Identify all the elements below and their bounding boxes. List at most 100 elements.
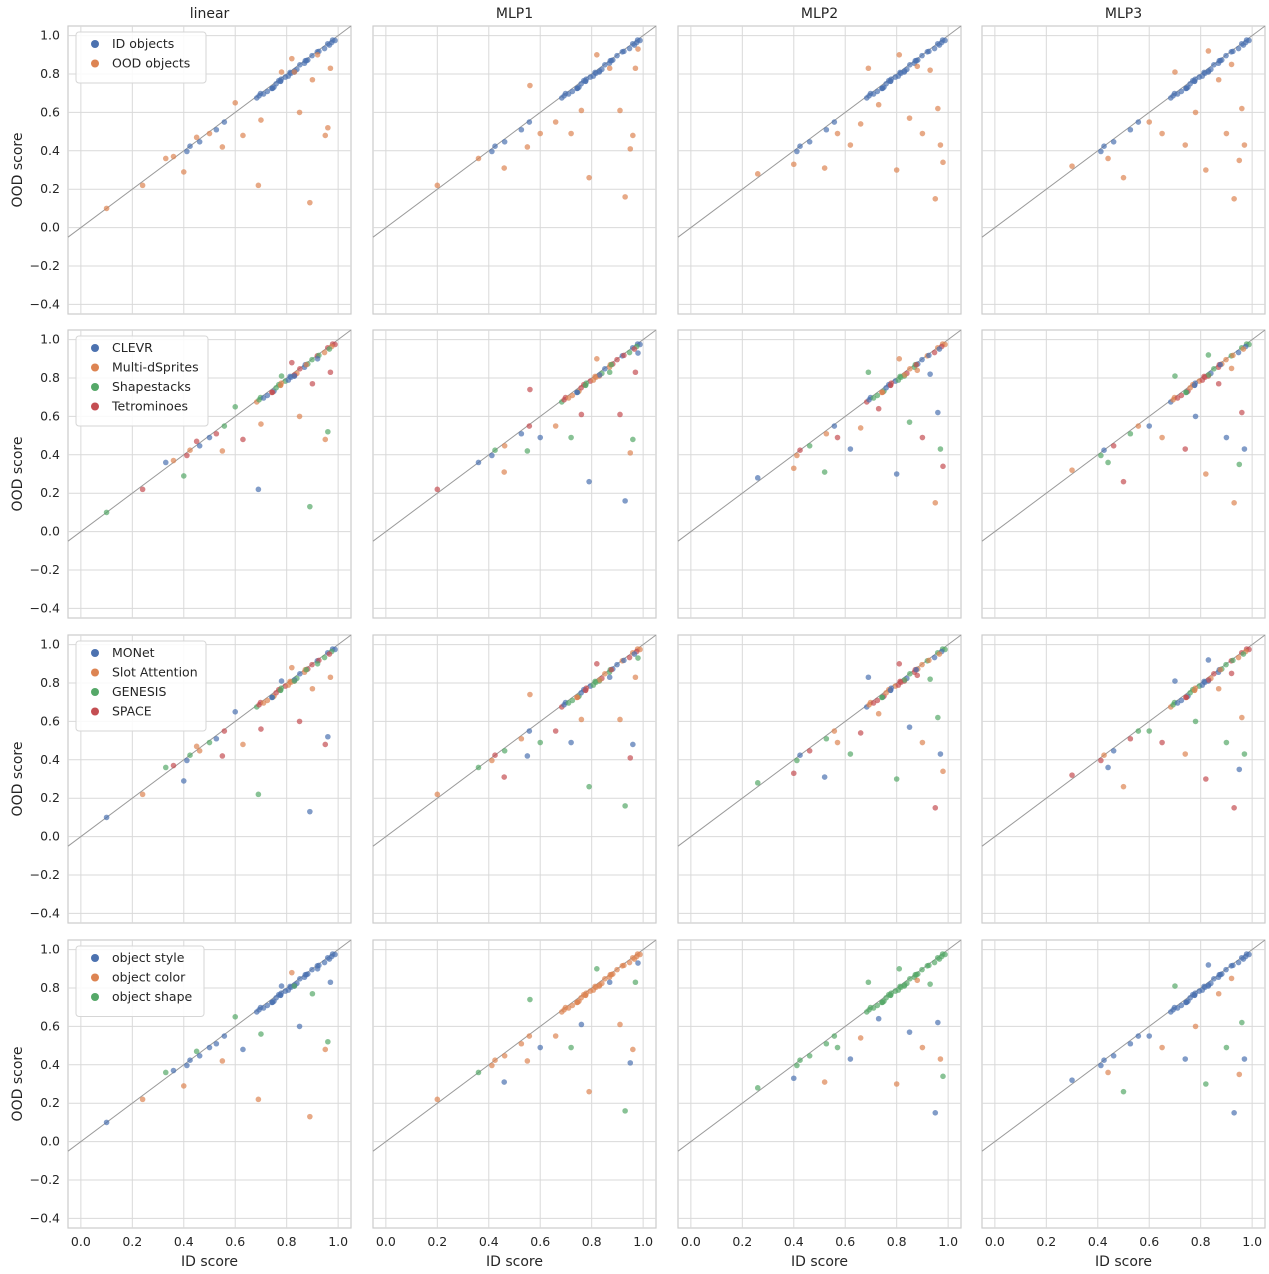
data-point-ood (1120, 174, 1127, 181)
data-point-ood (586, 783, 592, 790)
data-point-ood (1231, 805, 1237, 811)
y-tick-label: −0.4 (30, 296, 60, 311)
legend-marker (91, 993, 99, 1001)
data-point-ood (935, 714, 941, 721)
legend-label: ID objects (112, 36, 174, 51)
data-point-ood (1223, 1044, 1230, 1051)
data-point-ood (1241, 751, 1248, 757)
data-point-ood (865, 65, 872, 72)
data-point-ood (162, 459, 169, 466)
x-tick-label: 0.2 (122, 1234, 142, 1249)
x-axis-label: ID score (181, 1254, 238, 1270)
data-point-ood (1215, 76, 1222, 83)
data-point-id (303, 57, 310, 64)
legend-label: object shape (112, 989, 193, 1004)
data-point-id (569, 392, 576, 399)
data-point-ood (1192, 1023, 1199, 1030)
data-point-id (897, 373, 903, 380)
column-title: MLP3 (1105, 6, 1142, 22)
data-point-ood (475, 764, 482, 771)
data-point-ood (322, 741, 329, 748)
data-point-ood (1159, 1044, 1165, 1051)
data-point-ood (309, 990, 316, 997)
x-tick-label: 0.4 (1088, 1234, 1108, 1249)
x-tick-label: 0.8 (277, 1234, 297, 1249)
data-point-ood (552, 119, 559, 125)
data-point-id (213, 126, 220, 133)
data-point-id (626, 654, 633, 661)
data-point-ood (434, 182, 441, 189)
data-point-ood (606, 674, 613, 681)
data-point-ood (927, 981, 933, 987)
data-point-ood (617, 411, 623, 418)
data-point-ood (622, 498, 628, 504)
data-point-id (1201, 69, 1207, 76)
data-point-ood (632, 65, 639, 72)
data-point-id (221, 423, 228, 429)
data-point-id (823, 430, 830, 437)
data-point-ood (875, 1015, 882, 1022)
data-point-id (879, 694, 885, 701)
panel-r4-c4: 0.0 0.2 0.4 0.6 0.8 1.0 ID score (981, 939, 1266, 1270)
data-point-id (901, 982, 908, 988)
data-point-ood (627, 755, 634, 761)
data-point-id (596, 372, 603, 378)
data-point-id (907, 671, 913, 677)
data-point-id (887, 382, 894, 388)
data-point-ood (1146, 728, 1153, 734)
data-point-id (1230, 352, 1236, 359)
legend-marker (91, 363, 99, 372)
data-point-ood (1223, 434, 1230, 441)
data-point-ood (1231, 500, 1237, 506)
data-point-id (1127, 430, 1134, 437)
legend-marker (91, 59, 99, 68)
data-point-ood (240, 741, 246, 748)
data-point-id (1110, 442, 1117, 449)
data-point-ood (821, 469, 828, 475)
data-point-id (897, 983, 903, 990)
data-point-ood (927, 371, 933, 377)
data-point-id (582, 992, 589, 998)
legend-label: Slot Attention (112, 665, 198, 680)
data-point-id (926, 657, 932, 664)
data-point-ood (1203, 167, 1209, 173)
legend-marker (91, 40, 99, 48)
data-point-id (501, 1052, 508, 1059)
data-point-id (1127, 126, 1134, 133)
data-point-ood (219, 144, 226, 150)
data-point-id (1205, 68, 1212, 74)
data-point-id (1127, 1040, 1134, 1047)
data-point-ood (914, 977, 921, 984)
data-point-ood (1239, 1019, 1245, 1026)
data-point-id (1135, 119, 1142, 125)
data-point-ood (568, 739, 574, 746)
data-point-id (1223, 966, 1229, 973)
data-point-ood (434, 1096, 441, 1103)
data-point-ood (935, 1019, 941, 1026)
data-point-ood (255, 486, 262, 493)
data-point-ood (906, 419, 913, 425)
data-point-id (277, 78, 284, 84)
data-point-ood (630, 132, 636, 139)
data-point-ood (258, 726, 264, 732)
data-point-id (221, 728, 228, 734)
data-point-ood (919, 1044, 926, 1051)
y-tick-label: 1.0 (40, 332, 60, 347)
panel-r4-c2: 0.0 0.2 0.4 0.6 0.8 1.0 ID score (372, 939, 657, 1270)
data-point-ood (606, 65, 613, 72)
data-point-ood (1203, 1081, 1209, 1087)
data-point-ood (790, 1075, 797, 1082)
data-point-ood (635, 46, 641, 52)
data-point-id (614, 966, 620, 973)
data-point-ood (327, 369, 334, 376)
data-point-id (569, 697, 576, 704)
data-point-ood (1182, 142, 1189, 148)
data-point-id (879, 389, 885, 396)
data-point-id (1183, 999, 1189, 1006)
legend: MONet Slot Attention GENESIS SPACE (75, 640, 207, 732)
plot-area (981, 329, 1266, 619)
y-tick-label: 0.8 (40, 675, 60, 690)
data-point-id (213, 735, 220, 742)
data-point-ood (1172, 373, 1178, 379)
data-point-id (1183, 85, 1189, 92)
